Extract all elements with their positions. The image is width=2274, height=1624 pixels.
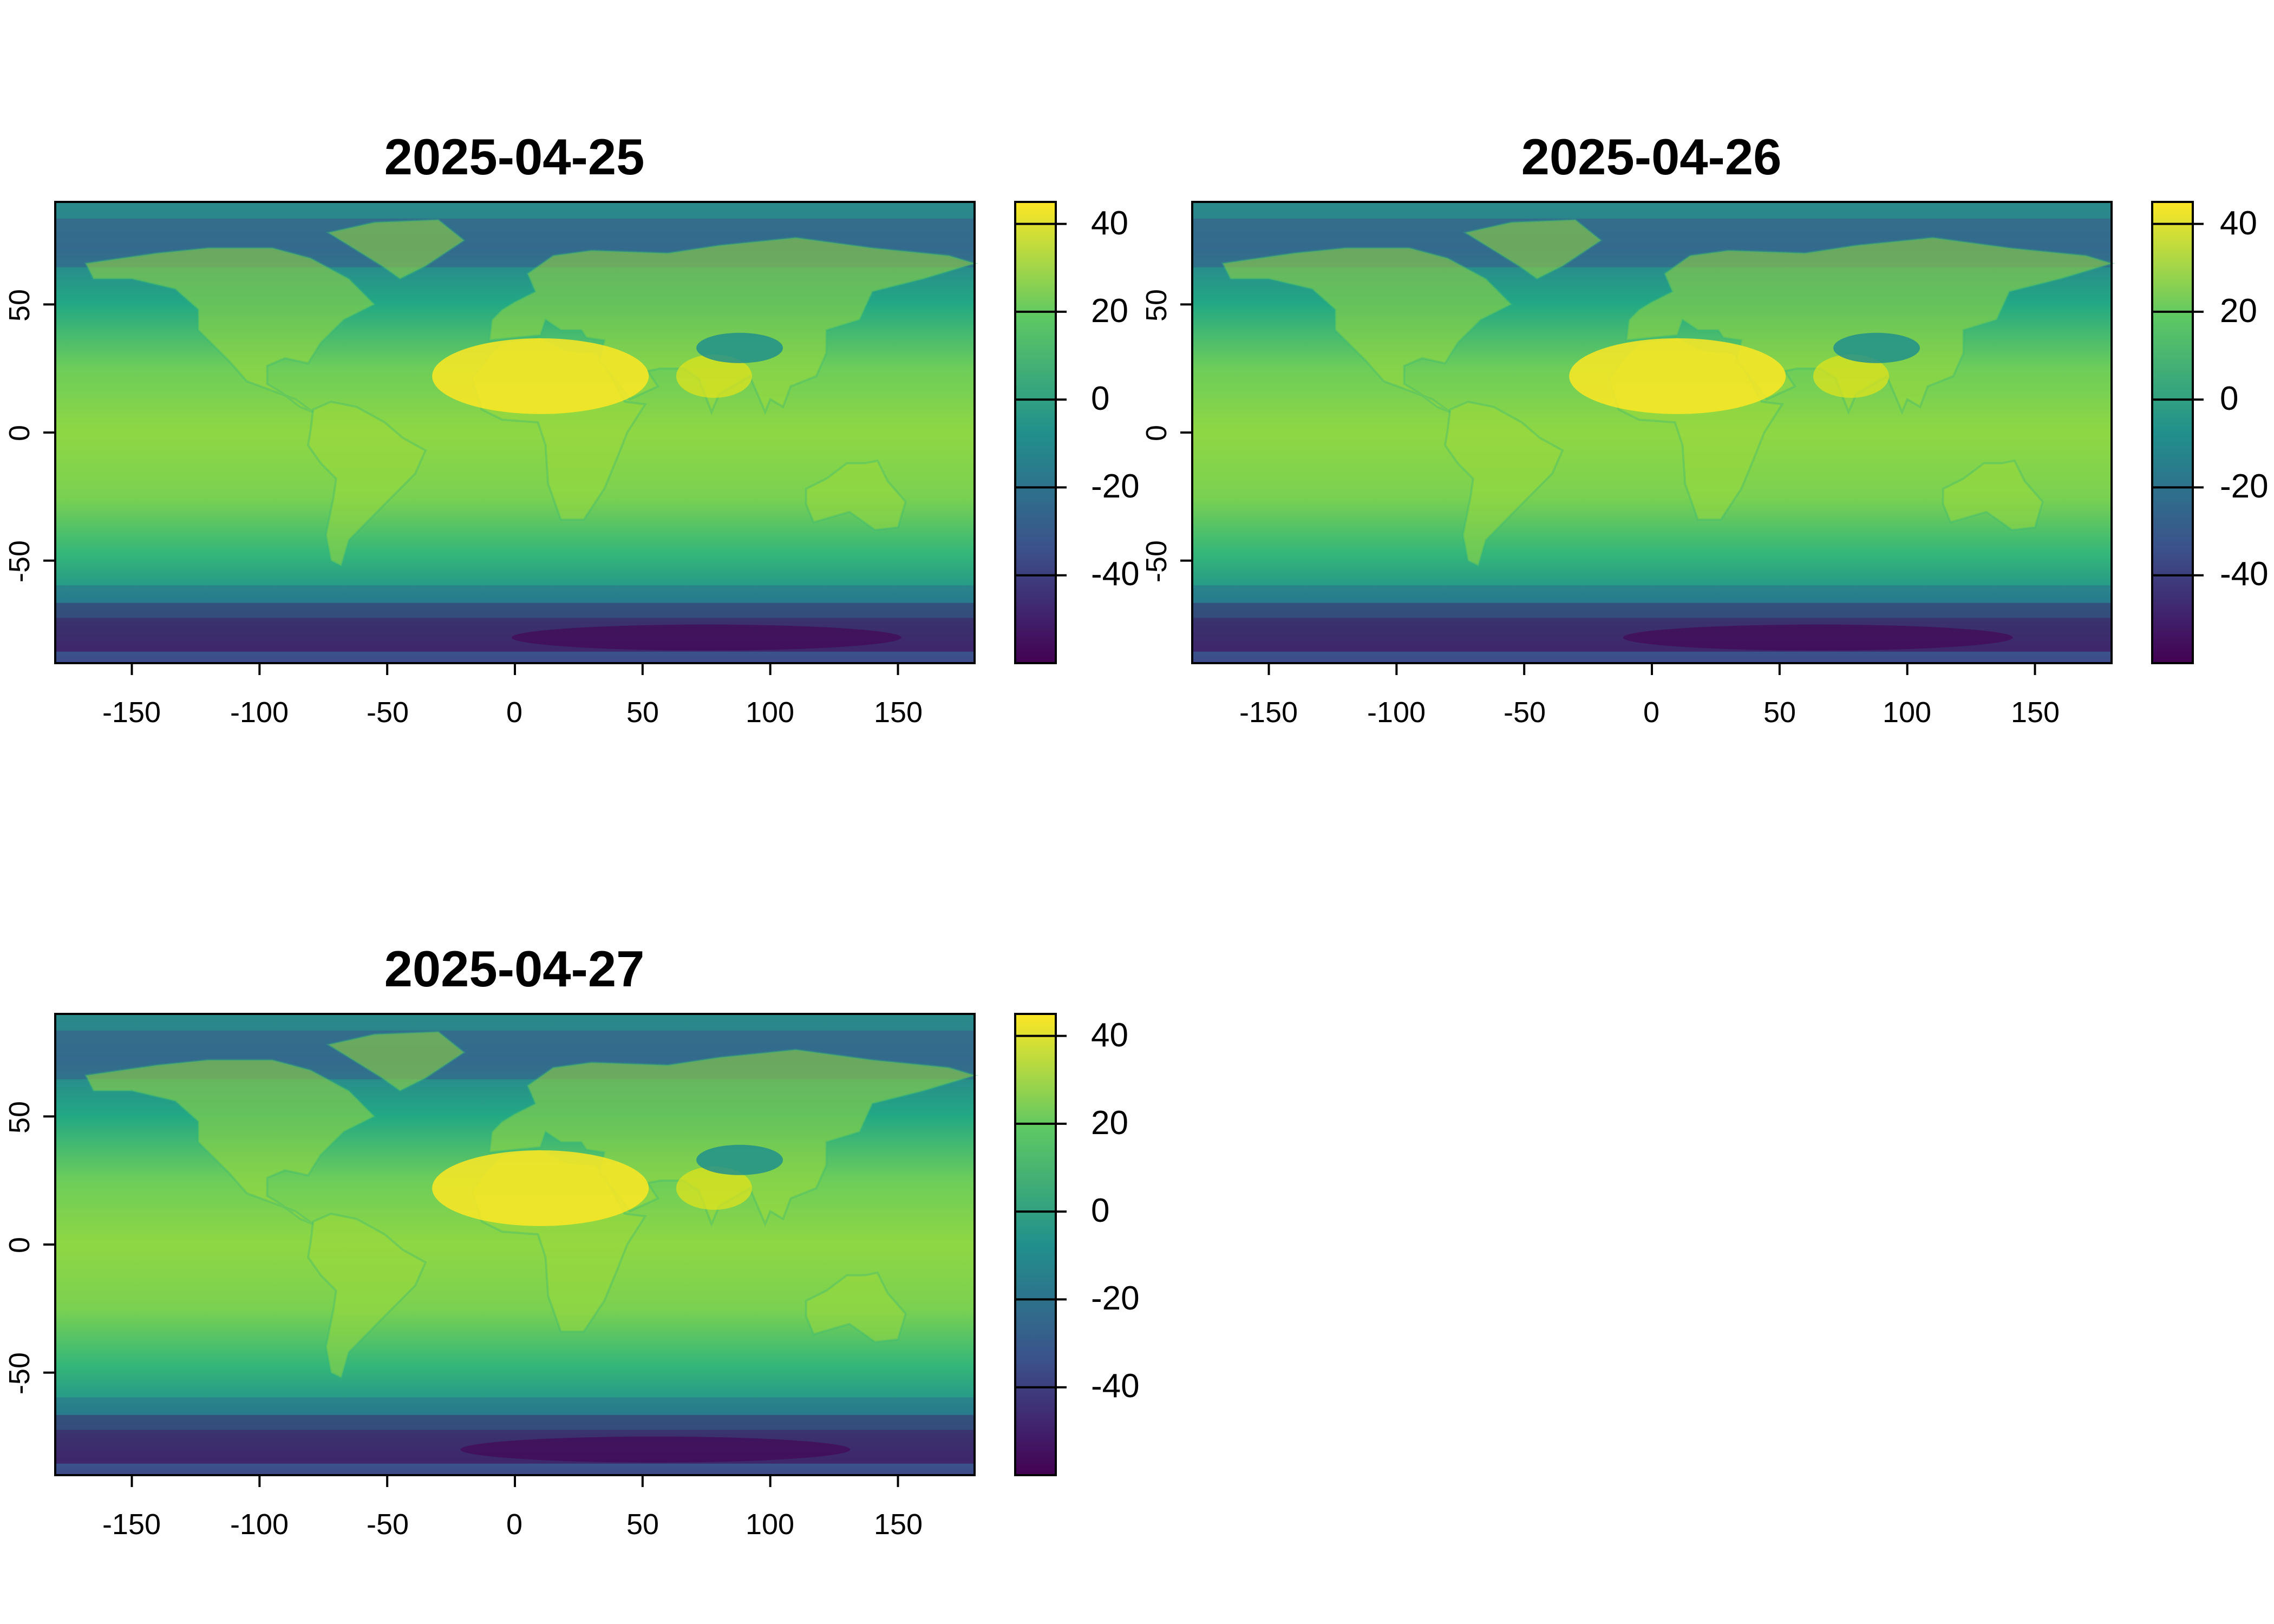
temperature-map bbox=[54, 201, 978, 664]
x-tick-label: 50 bbox=[1763, 696, 1796, 729]
colorbar-tick-label: -40 bbox=[2220, 555, 2269, 593]
x-tick-label: 0 bbox=[506, 696, 522, 729]
x-tick-label: 0 bbox=[1643, 696, 1659, 729]
y-tick-label: 0 bbox=[3, 425, 36, 441]
sahara-hot-region bbox=[432, 338, 649, 414]
landmass-australia bbox=[805, 1271, 907, 1343]
landmass-south-america bbox=[1443, 401, 1564, 567]
landmass-greenland bbox=[1462, 219, 1603, 280]
colorbar: 40 20 0 -20 -40 bbox=[2151, 201, 2269, 664]
antarctic-edge-band bbox=[55, 585, 975, 618]
colorbar-tick-label: 20 bbox=[2220, 292, 2257, 330]
x-tick-label: 50 bbox=[626, 696, 659, 729]
x-axis: -150 -100 -50 0 50 100 150 bbox=[102, 1475, 923, 1541]
india-hot-region bbox=[676, 354, 752, 398]
landmass-australia bbox=[805, 459, 907, 531]
antarctic-edge-band bbox=[55, 1397, 975, 1430]
x-tick-label: -100 bbox=[230, 1508, 289, 1541]
x-tick-label: -100 bbox=[1367, 696, 1426, 729]
y-tick-label: -50 bbox=[3, 540, 36, 582]
y-tick-label: 50 bbox=[1140, 289, 1173, 322]
landmass-greenland bbox=[325, 219, 466, 280]
y-tick-label: -50 bbox=[1140, 540, 1173, 582]
colorbar-tick-label: -40 bbox=[1091, 555, 1140, 593]
tibet-cold-region bbox=[696, 1144, 783, 1175]
x-tick-label: -150 bbox=[102, 696, 161, 729]
colorbar: 40 20 0 -20 -40 bbox=[1014, 1013, 1140, 1476]
x-tick-label: -50 bbox=[367, 696, 409, 729]
temperature-map bbox=[54, 1013, 978, 1476]
x-tick-label: 100 bbox=[746, 1508, 794, 1541]
colorbar-tick-label: -20 bbox=[1091, 1280, 1140, 1317]
x-axis: -150 -100 -50 0 50 100 150 bbox=[1239, 663, 2060, 729]
antarctic-edge-band bbox=[1192, 585, 2112, 618]
landmass-north-america bbox=[84, 1059, 376, 1225]
india-hot-region bbox=[676, 1166, 752, 1210]
x-tick-label: 150 bbox=[2011, 696, 2060, 729]
temperature-map bbox=[1191, 201, 2115, 664]
sahara-hot-region bbox=[432, 1150, 649, 1226]
panel-title: 2025-04-25 bbox=[384, 128, 645, 185]
landmass-greenland bbox=[325, 1031, 466, 1092]
x-axis: -150 -100 -50 0 50 100 150 bbox=[102, 663, 923, 729]
x-tick-label: 100 bbox=[746, 696, 794, 729]
colorbar-tick-label: 0 bbox=[2220, 380, 2238, 417]
colorbar-tick-label: -20 bbox=[1091, 468, 1140, 505]
landmass-south-america bbox=[306, 401, 427, 567]
colorbar-tick-label: -20 bbox=[2220, 468, 2269, 505]
y-axis: 50 0 -50 bbox=[1140, 289, 1192, 582]
x-tick-label: 0 bbox=[506, 1508, 522, 1541]
landmass-australia bbox=[1942, 459, 2044, 531]
x-tick-label: -50 bbox=[1504, 696, 1546, 729]
colorbar-tick-label: 40 bbox=[2220, 205, 2257, 242]
colorbar-gradient bbox=[1014, 1013, 1057, 1476]
y-tick-label: 50 bbox=[3, 1101, 36, 1134]
x-tick-label: -150 bbox=[102, 1508, 161, 1541]
colorbar-tick-label: 40 bbox=[1091, 205, 1128, 242]
india-hot-region bbox=[1813, 354, 1889, 398]
tibet-cold-region bbox=[1833, 332, 1920, 363]
x-tick-label: -50 bbox=[367, 1508, 409, 1541]
colorbar-tick-label: 20 bbox=[1091, 292, 1128, 330]
tibet-cold-region bbox=[696, 332, 783, 363]
map-panel-3: 2025-04-27 -150 -100 -50 0 50 100 150 50… bbox=[3, 940, 1140, 1541]
colorbar-tick-label: -40 bbox=[1091, 1367, 1140, 1405]
y-axis: 50 0 -50 bbox=[3, 289, 55, 582]
y-tick-label: 0 bbox=[1140, 425, 1173, 441]
y-tick-label: -50 bbox=[3, 1352, 36, 1394]
x-tick-label: 50 bbox=[626, 1508, 659, 1541]
y-tick-label: 0 bbox=[3, 1237, 36, 1253]
y-tick-label: 50 bbox=[3, 289, 36, 322]
colorbar-tick-label: 20 bbox=[1091, 1104, 1128, 1142]
colorbar-tick-label: 40 bbox=[1091, 1017, 1128, 1054]
panel-title: 2025-04-27 bbox=[384, 940, 645, 997]
x-tick-label: 150 bbox=[874, 1508, 923, 1541]
landmass-north-america bbox=[1221, 247, 1513, 413]
x-tick-label: 150 bbox=[874, 696, 923, 729]
x-tick-label: -100 bbox=[230, 696, 289, 729]
colorbar-gradient bbox=[2151, 201, 2194, 664]
antarctic-interior bbox=[1623, 624, 2013, 651]
colorbar-tick-label: 0 bbox=[1091, 380, 1109, 417]
colorbar-gradient bbox=[1014, 201, 1057, 664]
antarctic-interior bbox=[460, 1436, 851, 1463]
x-tick-label: 100 bbox=[1883, 696, 1931, 729]
landmass-south-america bbox=[306, 1213, 427, 1379]
sahara-hot-region bbox=[1569, 338, 1786, 414]
x-tick-label: -150 bbox=[1239, 696, 1298, 729]
landmass-north-america bbox=[84, 247, 376, 413]
panel-title: 2025-04-26 bbox=[1521, 128, 1782, 185]
map-panel-2: 2025-04-26 -150 -100 -50 0 50 100 150 50… bbox=[1140, 128, 2269, 729]
colorbar-tick-label: 0 bbox=[1091, 1192, 1109, 1229]
y-axis: 50 0 -50 bbox=[3, 1101, 55, 1394]
map-panel-1: 2025-04-25 -150 -100 -50 0 50 100 150 50… bbox=[3, 128, 1140, 729]
colorbar: 40 20 0 -20 -40 bbox=[1014, 201, 1140, 664]
antarctic-interior bbox=[511, 624, 901, 651]
